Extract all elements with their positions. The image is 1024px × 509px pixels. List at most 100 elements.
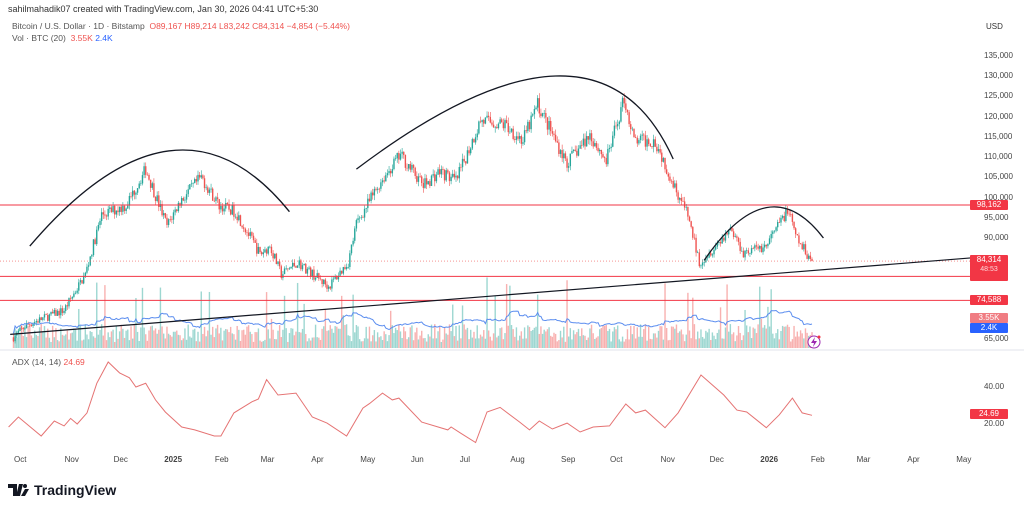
candle [809, 255, 812, 259]
volume-bar [96, 282, 98, 348]
volume-bar [664, 283, 666, 348]
candle [115, 210, 118, 215]
candle [421, 176, 423, 183]
candle [197, 174, 199, 182]
volume-bar [581, 328, 583, 348]
volume-bar [198, 341, 201, 348]
candle [82, 276, 85, 284]
volume-bar [61, 334, 64, 348]
candle [466, 150, 469, 164]
candle [360, 217, 362, 219]
volume-bar [373, 330, 376, 348]
candle [579, 145, 581, 149]
candle [375, 188, 377, 190]
symbol-name[interactable]: Bitcoin / U.S. Dollar · 1D · Bitstamp [12, 21, 145, 31]
volume-bar [628, 339, 630, 348]
candle [308, 267, 310, 269]
candle [127, 205, 129, 209]
volume-bar [238, 329, 240, 348]
volume-bar [318, 337, 320, 348]
candle [73, 293, 75, 297]
candle [246, 232, 248, 233]
volume-bar [179, 335, 181, 348]
candle [349, 253, 351, 267]
candle [585, 136, 588, 147]
volume-bar [775, 333, 777, 348]
time-axis-tick: May [360, 455, 376, 464]
volume-bar [638, 336, 640, 348]
volume-bar [752, 327, 754, 348]
candle [576, 150, 578, 156]
candle [378, 188, 380, 190]
candle [74, 292, 77, 294]
candle [99, 220, 101, 225]
volume-bar [365, 326, 367, 348]
volume-bar [639, 324, 642, 348]
volume-bar [68, 339, 70, 348]
candle [556, 141, 558, 143]
candle [690, 221, 692, 227]
volume-bar [430, 324, 433, 348]
candle [399, 153, 402, 160]
candle [269, 246, 271, 248]
candle [438, 169, 441, 175]
volume-bar [762, 327, 764, 348]
volume-bar [99, 330, 101, 348]
volume-bar [86, 334, 88, 348]
candle [404, 155, 407, 168]
volume-bar [479, 334, 482, 348]
volume-bar [177, 334, 180, 348]
volume-bar [804, 328, 807, 348]
volume-bar [770, 289, 772, 348]
adx-axis-tick: 40.00 [984, 382, 1005, 391]
volume-bar [670, 326, 673, 348]
volume-bar [723, 338, 725, 348]
volume-label[interactable]: Vol · BTC (20) [12, 33, 66, 43]
chart-credit: sahilmahadik07 created with TradingView.… [8, 4, 319, 14]
volume-bar [657, 330, 660, 348]
volume-bar [383, 331, 385, 348]
volume-bar [799, 330, 802, 348]
volume-bar [672, 326, 674, 348]
volume-bar [460, 338, 462, 348]
volume-bar [221, 340, 224, 348]
volume-bar [592, 333, 594, 348]
candle [450, 176, 452, 182]
time-axis-tick: Apr [907, 455, 920, 464]
volume-bar [474, 338, 477, 348]
volume-bar [280, 337, 282, 348]
candle [605, 158, 607, 165]
candle [311, 269, 314, 277]
volume-bar [207, 330, 209, 348]
tradingview-logo[interactable]: TradingView [8, 482, 116, 498]
candle [37, 321, 39, 323]
candle [218, 199, 220, 210]
volume-bar [389, 310, 392, 348]
brand-name: TradingView [34, 482, 117, 498]
candle [479, 121, 482, 123]
volume-bar [81, 340, 83, 348]
candle [195, 179, 198, 182]
candle [373, 188, 376, 196]
candle [262, 252, 265, 255]
candle [652, 139, 655, 147]
volume-bar [293, 335, 296, 348]
candle [396, 152, 398, 159]
volume-bar [37, 336, 39, 348]
volume-bar [554, 333, 557, 348]
candle [202, 175, 204, 179]
volume-bar [32, 337, 34, 348]
candle [403, 151, 405, 156]
volume-bar [437, 331, 439, 348]
volume-bar [675, 324, 678, 348]
candle [473, 139, 475, 143]
candle [669, 176, 671, 181]
candle [470, 148, 472, 154]
time-axis-tick: Feb [214, 455, 229, 464]
candle [177, 202, 180, 212]
candle [226, 202, 229, 205]
volume-bar [452, 304, 454, 348]
volume-bar [603, 325, 606, 348]
adx-label[interactable]: ADX (14, 14) [12, 357, 62, 367]
